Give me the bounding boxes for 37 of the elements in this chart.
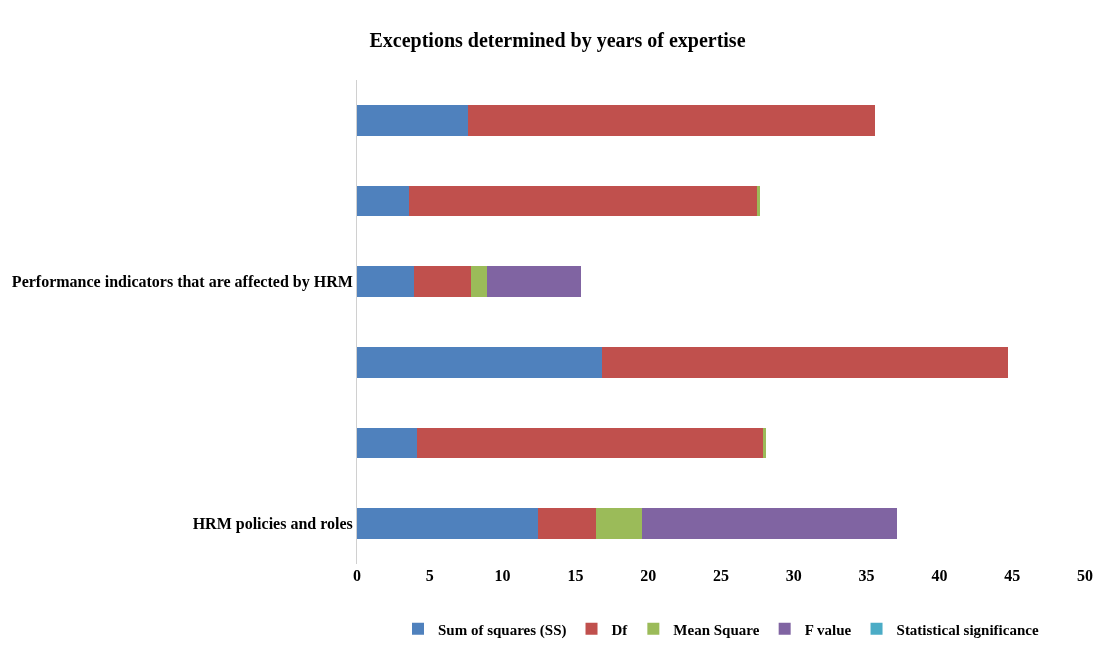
legend-label: Df bbox=[611, 621, 629, 638]
x-tick-label: 30 bbox=[785, 567, 802, 584]
y-tick-label: Performance indicators that are affected by HRM bbox=[11, 273, 353, 292]
bar bbox=[486, 266, 582, 297]
x-tick-label: 35 bbox=[858, 567, 875, 584]
legend-label: Mean Square bbox=[673, 621, 760, 638]
bar bbox=[757, 185, 761, 217]
bar bbox=[601, 347, 1008, 378]
bar bbox=[642, 508, 898, 539]
legend-label: F value bbox=[804, 621, 852, 638]
x-tick-label: 20 bbox=[640, 567, 657, 584]
bar bbox=[413, 266, 471, 297]
x-tick-label: 5 bbox=[425, 567, 434, 584]
bar bbox=[357, 266, 414, 297]
bar bbox=[357, 508, 538, 539]
x-tick-label: 50 bbox=[1077, 567, 1093, 584]
bar bbox=[467, 105, 876, 136]
bar bbox=[357, 347, 602, 378]
bar bbox=[416, 427, 764, 459]
bar bbox=[763, 427, 767, 459]
x-tick-label: 25 bbox=[713, 567, 729, 584]
bar bbox=[357, 427, 417, 459]
bar bbox=[409, 185, 758, 217]
y-tick-label: HRM policies and roles bbox=[192, 515, 353, 534]
legend-label: Sum of squares (SS) bbox=[438, 621, 567, 639]
bar bbox=[537, 508, 596, 539]
x-tick-label: 15 bbox=[567, 567, 584, 584]
bar bbox=[357, 185, 410, 217]
legend-label: Statistical significance bbox=[896, 621, 1039, 638]
bar bbox=[470, 266, 487, 297]
bar bbox=[357, 105, 468, 136]
x-tick-label: 10 bbox=[494, 567, 511, 584]
x-tick-label: 45 bbox=[1004, 567, 1021, 584]
x-tick-label: 40 bbox=[931, 567, 948, 584]
bar bbox=[595, 508, 643, 539]
chart-title: Exceptions determined by years of expertise bbox=[369, 28, 746, 52]
x-tick-label: 0 bbox=[353, 567, 361, 584]
